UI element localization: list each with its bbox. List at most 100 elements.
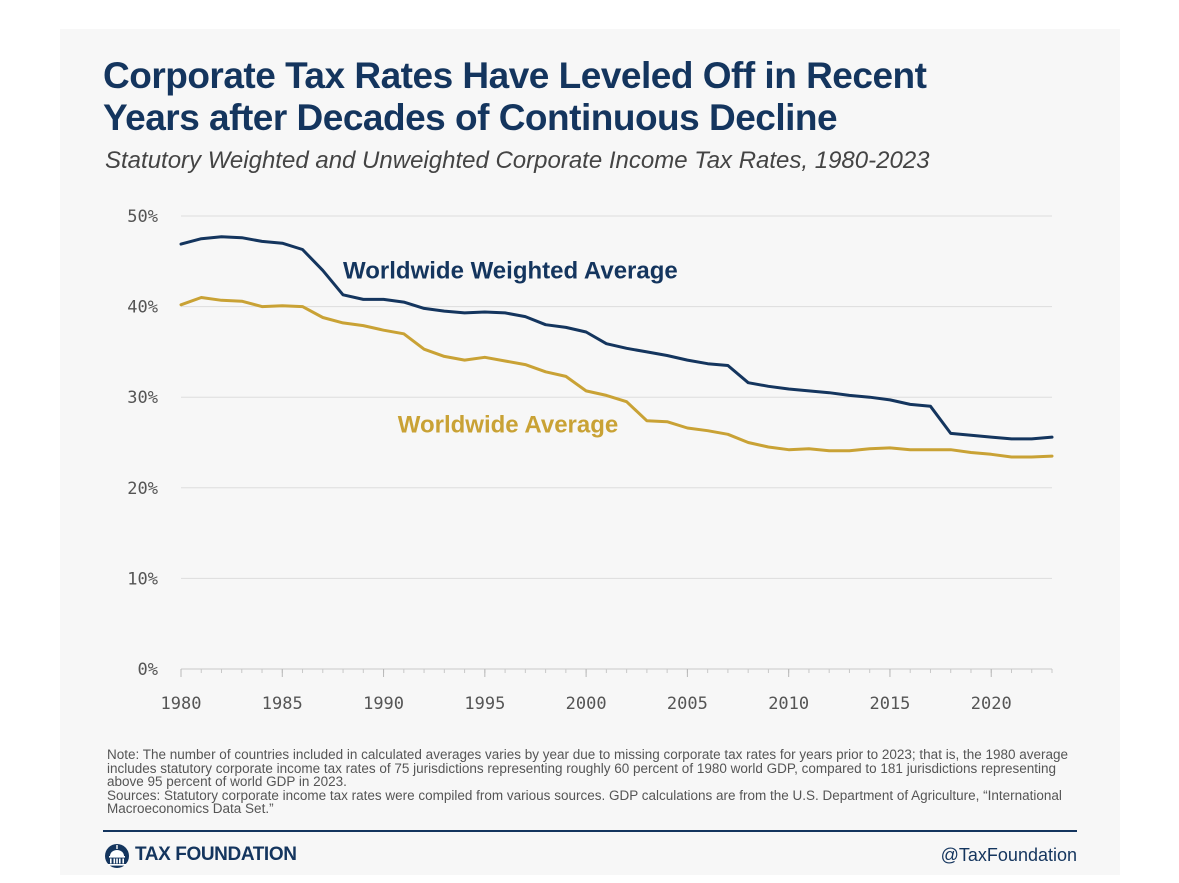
data-point xyxy=(785,446,793,454)
data-point xyxy=(197,294,205,302)
data-point xyxy=(764,382,772,390)
data-point xyxy=(643,348,651,356)
data-point xyxy=(582,328,590,336)
data-point xyxy=(623,344,631,352)
data-point xyxy=(299,303,307,311)
data-point xyxy=(258,303,266,311)
y-axis: 0% 10% 20% 30% 40% 50% xyxy=(127,207,158,680)
y-tick-label: 20% xyxy=(127,479,158,499)
data-point xyxy=(744,379,752,387)
data-point xyxy=(845,447,853,455)
data-point xyxy=(197,235,205,243)
series-line-average xyxy=(179,296,1054,459)
chart-title: Corporate Tax Rates Have Leveled Off in … xyxy=(103,55,1103,139)
data-point xyxy=(319,266,327,274)
data-point xyxy=(845,391,853,399)
data-point xyxy=(866,393,874,401)
x-tick-label: 2005 xyxy=(667,694,708,714)
data-point xyxy=(1048,452,1056,460)
data-point xyxy=(521,313,529,321)
series-label: Worldwide Weighted Average xyxy=(343,258,678,285)
data-point xyxy=(906,400,914,408)
data-point xyxy=(704,360,712,368)
data-point xyxy=(501,309,509,317)
data-point xyxy=(623,398,631,406)
data-point xyxy=(683,356,691,364)
data-point xyxy=(663,352,671,360)
data-point xyxy=(643,417,651,425)
tax-foundation-logo[interactable]: TAX FOUNDATION xyxy=(103,841,297,869)
data-point xyxy=(238,297,246,305)
data-point xyxy=(218,296,226,304)
x-tick-label: 2015 xyxy=(869,694,910,714)
logo-text: TAX FOUNDATION xyxy=(135,844,297,865)
data-point xyxy=(967,448,975,456)
data-point xyxy=(278,239,286,247)
data-point xyxy=(805,445,813,453)
data-point xyxy=(440,307,448,315)
data-point xyxy=(440,352,448,360)
data-point xyxy=(218,233,226,241)
data-point xyxy=(967,431,975,439)
data-point xyxy=(380,326,388,334)
x-tick-label: 2000 xyxy=(566,694,607,714)
data-point xyxy=(926,446,934,454)
data-point xyxy=(764,443,772,451)
data-point xyxy=(481,353,489,361)
sources-text: Sources: Statutory corporate income tax … xyxy=(107,787,1062,816)
chart-subtitle: Statutory Weighted and Unweighted Corpor… xyxy=(105,147,930,174)
data-point xyxy=(704,427,712,435)
twitter-handle[interactable]: @TaxFoundation xyxy=(940,845,1077,865)
data-point xyxy=(926,402,934,410)
data-point xyxy=(1048,433,1056,441)
data-point xyxy=(805,387,813,395)
data-point xyxy=(258,237,266,245)
x-axis: 1980 1985 1990 1995 2000 2005 2010 2015 2020 xyxy=(161,669,1053,714)
data-point xyxy=(582,387,590,395)
data-point xyxy=(481,308,489,316)
data-point xyxy=(1007,453,1015,461)
data-point xyxy=(359,295,367,303)
data-point xyxy=(400,330,408,338)
data-point xyxy=(461,309,469,317)
x-tick-label: 1980 xyxy=(161,694,202,714)
data-point xyxy=(278,302,286,310)
chart-title-line-1: Corporate Tax Rates Have Leveled Off in … xyxy=(103,55,927,96)
data-point xyxy=(400,298,408,306)
data-point xyxy=(947,446,955,454)
data-point xyxy=(420,345,428,353)
x-tick-label: 1985 xyxy=(262,694,303,714)
series-line-weighted-average xyxy=(179,235,1054,441)
chart-notes: Note: The number of countries included i… xyxy=(107,748,1082,816)
data-point xyxy=(785,385,793,393)
data-point xyxy=(238,234,246,242)
data-point xyxy=(177,240,185,248)
x-tick-label: 2020 xyxy=(971,694,1012,714)
series-lines xyxy=(177,233,1056,461)
data-point xyxy=(339,291,347,299)
data-point xyxy=(866,445,874,453)
data-point xyxy=(359,322,367,330)
data-point xyxy=(663,418,671,426)
y-tick-label: 0% xyxy=(138,660,158,680)
data-point xyxy=(1028,435,1036,443)
data-point xyxy=(886,444,894,452)
data-point xyxy=(825,389,833,397)
data-point xyxy=(461,356,469,364)
data-point xyxy=(177,301,185,309)
data-point xyxy=(562,323,570,331)
data-point xyxy=(521,361,529,369)
data-point xyxy=(562,372,570,380)
series-label: Worldwide Average xyxy=(398,412,618,439)
data-point xyxy=(501,357,509,365)
data-point xyxy=(1007,435,1015,443)
data-point xyxy=(886,396,894,404)
x-tick-label: 1990 xyxy=(363,694,404,714)
data-point xyxy=(947,429,955,437)
data-point xyxy=(683,424,691,432)
y-tick-label: 10% xyxy=(127,569,158,589)
data-point xyxy=(1028,453,1036,461)
capitol-icon xyxy=(105,844,129,868)
footer-divider xyxy=(103,830,1077,832)
